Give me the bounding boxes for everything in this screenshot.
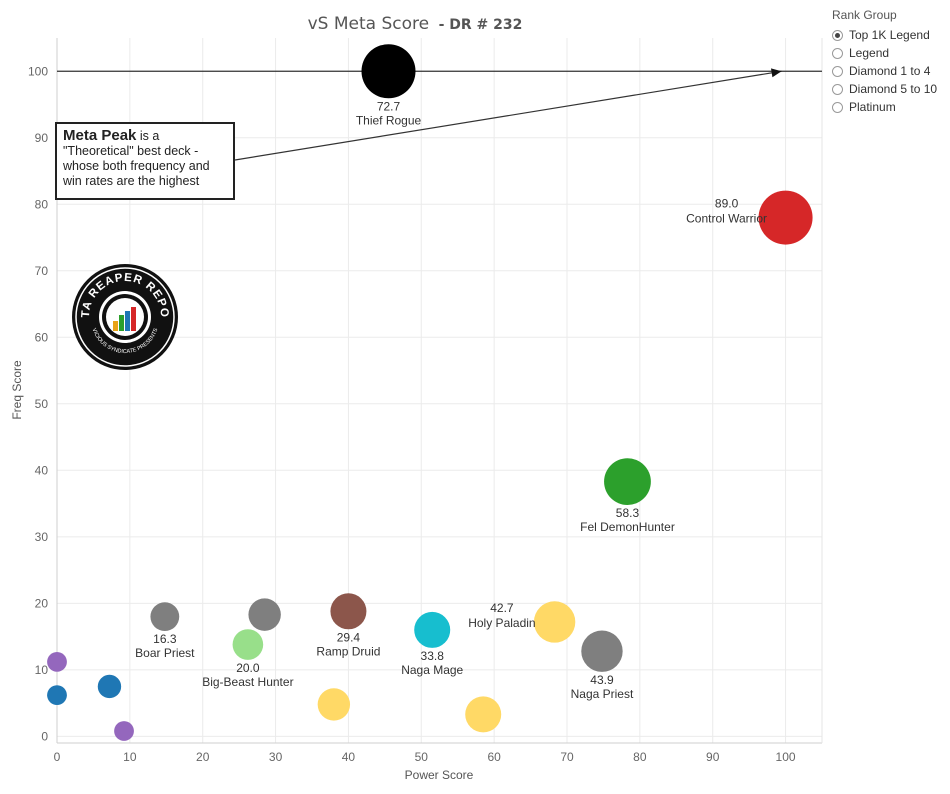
meta-peak-line [57, 68, 822, 161]
scatter-point[interactable] [47, 685, 67, 706]
scatter-point[interactable] [114, 721, 134, 741]
annotation-text: is a "Theoretical" best deck - whose bot… [63, 129, 210, 188]
chart-title-main: vS Meta Score [308, 14, 429, 34]
x-tick-label: 30 [269, 750, 283, 764]
y-tick-label: 0 [41, 729, 48, 743]
point-value-label: 42.7 [490, 601, 514, 615]
x-tick-label: 20 [196, 750, 210, 764]
legend-option-label: Platinum [849, 100, 896, 114]
legend-option-label: Legend [849, 46, 890, 60]
scatter-point[interactable] [414, 611, 451, 648]
chart-title-sub: - DR # 232 [439, 17, 523, 33]
radio-icon [832, 101, 843, 113]
radio-icon [832, 29, 843, 41]
y-tick-label: 90 [35, 131, 49, 145]
point-name-label: Fel DemonHunter [580, 520, 675, 534]
y-tick-label: 60 [35, 330, 49, 344]
x-axis-title: Power Score [405, 768, 474, 782]
scatter-point[interactable] [604, 458, 651, 506]
y-tick-label: 40 [35, 463, 49, 477]
y-tick-label: 30 [35, 530, 49, 544]
radio-icon [832, 83, 843, 95]
legend-option-legend[interactable]: Legend [832, 44, 947, 62]
point-name-label: Big-Beast Hunter [202, 675, 293, 689]
point-value-label: 33.8 [421, 649, 445, 663]
annotation-arrow-head [770, 68, 782, 78]
point-value-label: 16.3 [153, 632, 177, 646]
radio-icon [832, 65, 843, 77]
y-tick-label: 20 [35, 596, 49, 610]
y-axis-title: Freq Score [10, 360, 24, 420]
legend-option-top-1k-legend[interactable]: Top 1K Legend [832, 26, 947, 44]
x-tick-label: 50 [415, 750, 429, 764]
scatter-point[interactable] [758, 190, 813, 245]
legend-option-diamond-5-10[interactable]: Diamond 5 to 10 [832, 80, 947, 98]
annotation-arrow-line [234, 70, 782, 161]
x-tick-label: 80 [633, 750, 647, 764]
x-tick-label: 0 [54, 750, 61, 764]
annotation-bold: Meta Peak [63, 127, 137, 144]
legend-option-label: Diamond 1 to 4 [849, 64, 931, 78]
y-tick-label: 100 [28, 64, 48, 78]
scatter-point[interactable] [317, 688, 351, 721]
scatter-point[interactable] [232, 629, 264, 660]
scatter-point[interactable] [248, 598, 281, 631]
legend-title: Rank Group [832, 8, 897, 22]
data-reaper-report-logo: DATA REAPER REPORT VICIOUS SYNDICATE PRE… [71, 263, 178, 370]
x-tick-label: 70 [560, 750, 574, 764]
y-tick-label: 70 [35, 264, 49, 278]
point-value-label: 43.9 [590, 673, 614, 687]
legend-option-diamond-1-4[interactable]: Diamond 1 to 4 [832, 62, 947, 80]
x-tick-label: 90 [706, 750, 720, 764]
point-name-label: Ramp Druid [316, 644, 380, 658]
scatter-point[interactable] [150, 602, 180, 632]
y-tick-label: 80 [35, 197, 49, 211]
x-tick-label: 10 [123, 750, 137, 764]
point-name-label: Naga Priest [571, 687, 634, 701]
scatter-point[interactable] [330, 593, 367, 630]
point-name-label: Holy Paladin [468, 616, 535, 630]
legend-option-label: Diamond 5 to 10 [849, 82, 938, 96]
data-points [47, 44, 813, 741]
x-tick-label: 100 [776, 750, 796, 764]
x-tick-label: 40 [342, 750, 356, 764]
point-name-label: Naga Mage [401, 663, 463, 677]
point-value-label: 72.7 [377, 99, 401, 113]
x-tick-label: 60 [487, 750, 501, 764]
scatter-point[interactable] [361, 44, 416, 99]
scatter-point[interactable] [97, 674, 122, 699]
point-name-label: Control Warrior [686, 212, 767, 226]
point-value-label: 29.4 [337, 630, 361, 644]
point-value-label: 58.3 [616, 506, 640, 520]
rank-group-legend: Rank Group Top 1K Legend Legend Diamond … [832, 8, 947, 116]
scatter-point[interactable] [533, 601, 576, 643]
chart-title: vS Meta Score - DR # 232 [308, 14, 523, 34]
point-value-label: 89.0 [715, 197, 739, 211]
legend-option-label: Top 1K Legend [849, 28, 930, 42]
meta-peak-annotation: Meta Peak is a "Theoretical" best deck -… [55, 122, 235, 200]
radio-icon [832, 47, 843, 59]
scatter-point[interactable] [581, 630, 623, 672]
y-tick-label: 10 [35, 663, 49, 677]
point-value-label: 20.0 [236, 661, 260, 675]
legend-option-platinum[interactable]: Platinum [832, 98, 947, 116]
point-name-label: Boar Priest [135, 646, 195, 660]
point-name-label: Thief Rogue [356, 113, 422, 127]
scatter-point[interactable] [47, 651, 67, 672]
scatter-point[interactable] [465, 696, 502, 733]
y-tick-label: 50 [35, 397, 49, 411]
